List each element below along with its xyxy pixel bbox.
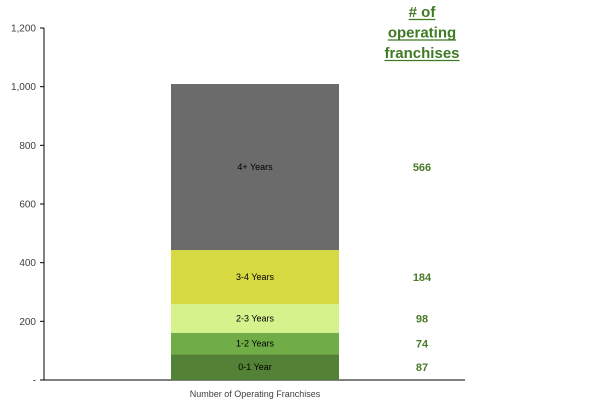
count-value: 184 (413, 272, 432, 284)
y-tick-label: 800 (19, 141, 36, 152)
count-labels: 87 74 98 184 566 (413, 162, 432, 374)
y-tick-label: 400 (19, 258, 36, 269)
count-value: 74 (416, 339, 429, 351)
y-tick-label: - (33, 376, 36, 387)
y-tick-label: 200 (19, 317, 36, 328)
x-axis-category-label: Number of Operating Franchises (190, 389, 321, 399)
count-value: 87 (416, 362, 428, 374)
segment-label: 1-2 Years (236, 339, 275, 349)
segment-label: 3-4 Years (236, 272, 275, 282)
bar-segment-4-years (171, 84, 339, 251)
y-tick-label: 1,200 (11, 24, 36, 35)
count-value: 566 (413, 162, 431, 174)
bar-segment-0-1-year (171, 354, 339, 380)
bar-segments (171, 84, 339, 380)
count-value: 98 (416, 313, 428, 325)
y-tick-label: 600 (19, 200, 36, 211)
bar-segment-2-3-years (171, 304, 339, 333)
y-axis: - 200 400 600 800 1,000 1,200 (11, 24, 465, 387)
segment-labels: 0-1 Year 1-2 Years 2-3 Years 3-4 Years 4+ Ye… (236, 162, 275, 372)
count-header-line: franchises (384, 45, 459, 62)
segment-label: 2-3 Years (236, 313, 275, 323)
segment-label: 4+ Years (237, 162, 273, 172)
segment-label: 0-1 Year (238, 362, 272, 372)
count-header-line: operating (388, 25, 456, 42)
count-header: # of operating franchises (384, 4, 460, 62)
bar-segment-1-2-years (171, 332, 339, 355)
y-tick-label: 1,000 (11, 82, 36, 93)
bar-segment-3-4-years (171, 250, 339, 305)
count-header-line: # of (409, 4, 437, 21)
